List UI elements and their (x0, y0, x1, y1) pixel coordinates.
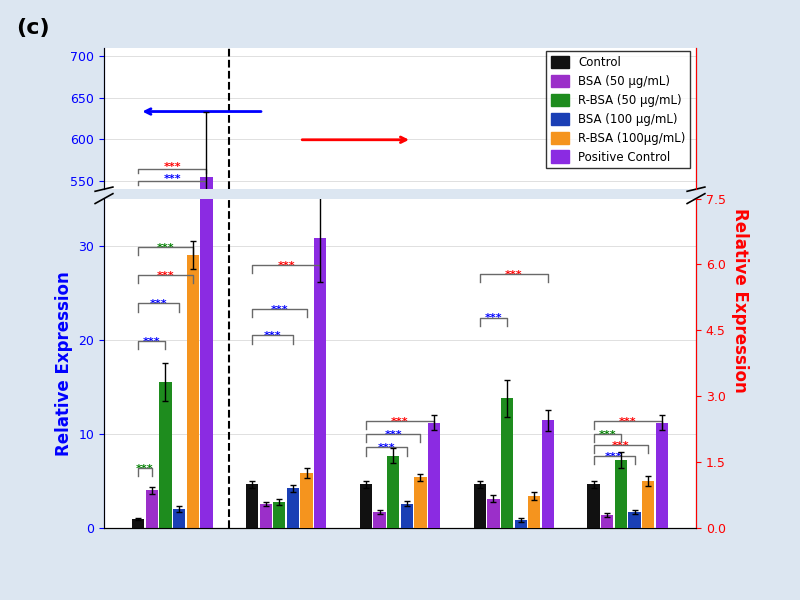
Bar (314, 238, 326, 528)
Text: Relative Expression: Relative Expression (731, 208, 749, 392)
Text: (c): (c) (16, 18, 50, 38)
Bar (501, 398, 513, 528)
Text: ***: *** (391, 417, 409, 427)
Bar (428, 422, 440, 528)
Bar (200, 0, 213, 528)
Text: ***: *** (505, 269, 522, 280)
Y-axis label: Relative Expression: Relative Expression (55, 271, 73, 455)
Bar (132, 518, 144, 528)
Bar (287, 488, 299, 528)
Text: ***: *** (150, 299, 167, 309)
Bar (542, 421, 554, 528)
Text: ***: *** (598, 430, 616, 440)
Text: ***: *** (270, 305, 288, 315)
Bar (246, 484, 258, 528)
Text: ***: *** (157, 271, 174, 281)
Text: ***: *** (157, 242, 174, 253)
Bar (273, 502, 286, 528)
Bar (401, 504, 413, 528)
Text: ***: *** (384, 430, 402, 440)
Bar (528, 496, 541, 528)
Text: ***: *** (136, 464, 154, 474)
Bar (587, 484, 600, 528)
Text: ***: *** (606, 452, 623, 462)
Bar (146, 490, 158, 528)
Bar (474, 484, 486, 528)
Bar (374, 512, 386, 528)
Bar (487, 499, 499, 528)
Bar (200, 177, 213, 600)
Bar (642, 481, 654, 528)
Text: ***: *** (143, 337, 161, 347)
Text: ***: *** (485, 313, 502, 323)
Text: ***: *** (163, 161, 181, 172)
Text: ***: *** (264, 331, 282, 341)
Bar (628, 512, 641, 528)
Bar (514, 520, 527, 528)
Text: ***: *** (278, 261, 295, 271)
Bar (186, 255, 199, 528)
Bar (414, 478, 426, 528)
Text: ***: *** (378, 443, 395, 453)
Bar (614, 460, 627, 528)
Bar (259, 504, 272, 528)
Text: ***: *** (612, 441, 630, 451)
Bar (159, 382, 172, 528)
Legend: Control, BSA (50 μg/mL), R-BSA (50 μg/mL), BSA (100 μg/mL), R-BSA (100μg/mL), Po: Control, BSA (50 μg/mL), R-BSA (50 μg/mL… (546, 51, 690, 168)
Bar (601, 515, 614, 528)
Bar (173, 509, 186, 528)
Bar (387, 455, 399, 528)
Bar (360, 484, 372, 528)
Bar (301, 473, 313, 528)
Text: ***: *** (619, 417, 637, 427)
Bar (656, 422, 668, 528)
Text: ***: *** (163, 174, 181, 184)
